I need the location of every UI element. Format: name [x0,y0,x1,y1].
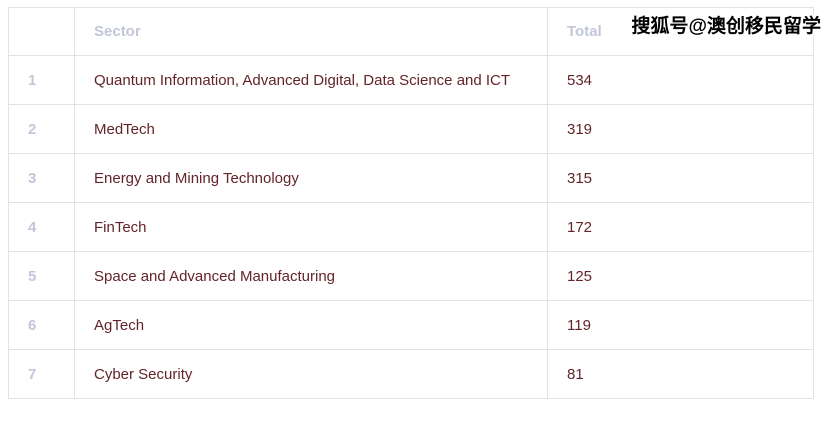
table-row: 3 Energy and Mining Technology 315 [8,153,814,203]
table-row: 1 Quantum Information, Advanced Digital,… [8,55,814,105]
row-sector-cell: Space and Advanced Manufacturing [74,251,548,301]
table-body: 1 Quantum Information, Advanced Digital,… [8,55,814,399]
row-total-cell: 319 [547,104,814,154]
row-rank-cell: 3 [8,153,75,203]
header-sector: Sector [74,7,548,56]
row-total-cell: 81 [547,349,814,399]
watermark: 搜狐号@澳创移民留学 [631,16,821,37]
row-total-cell: 534 [547,55,814,105]
row-total-cell: 315 [547,153,814,203]
table-row: 4 FinTech 172 [8,202,814,252]
row-sector-cell: MedTech [74,104,548,154]
row-sector-cell: Quantum Information, Advanced Digital, D… [74,55,548,105]
row-rank-cell: 6 [8,300,75,350]
row-sector-cell: AgTech [74,300,548,350]
header-rank [8,7,75,56]
row-total-cell: 125 [547,251,814,301]
table-row: 5 Space and Advanced Manufacturing 125 [8,251,814,301]
table-row: 7 Cyber Security 81 [8,349,814,399]
row-rank-cell: 7 [8,349,75,399]
row-rank-cell: 5 [8,251,75,301]
row-rank-cell: 4 [8,202,75,252]
table-row: 6 AgTech 119 [8,300,814,350]
row-sector-cell: Cyber Security [74,349,548,399]
row-total-cell: 119 [547,300,814,350]
table-row: 2 MedTech 319 [8,104,814,154]
row-sector-cell: FinTech [74,202,548,252]
row-total-cell: 172 [547,202,814,252]
sector-table: Sector Total 1 Quantum Information, Adva… [8,7,814,399]
row-rank-cell: 2 [8,104,75,154]
row-rank-cell: 1 [8,55,75,105]
row-sector-cell: Energy and Mining Technology [74,153,548,203]
